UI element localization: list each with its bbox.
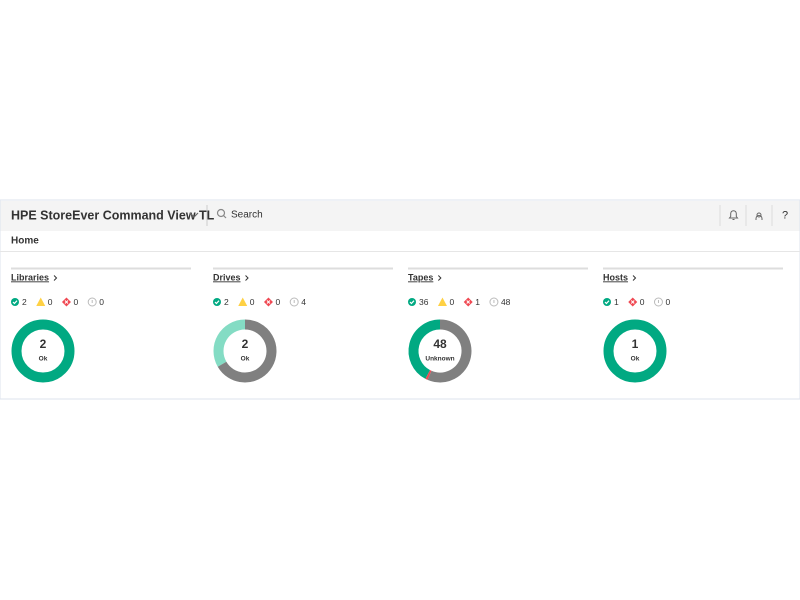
- donut-center-value: 1: [632, 337, 639, 351]
- ok-icon: [214, 300, 220, 305]
- panel-title-link[interactable]: Hosts: [603, 272, 628, 282]
- panel-title-link[interactable]: Drives: [213, 272, 241, 282]
- panel-title-link[interactable]: Tapes: [408, 272, 433, 282]
- warning-icon: [238, 297, 248, 306]
- status-count: 1: [475, 297, 480, 307]
- donut-center-label: Ok: [241, 356, 250, 363]
- panel-chevron: [632, 275, 637, 281]
- status-count: 2: [224, 297, 229, 307]
- warning-icon: [437, 297, 447, 306]
- donut-segment: [213, 319, 246, 367]
- search-icon: [223, 215, 227, 219]
- critical-icon: [466, 300, 471, 304]
- status-count: 0: [665, 297, 670, 307]
- status-count: 2: [22, 297, 27, 307]
- user-button[interactable]: [755, 212, 763, 220]
- donut-segment: [603, 319, 667, 383]
- status-count: 0: [275, 297, 280, 307]
- header-bar: [0, 201, 800, 231]
- status-count: 0: [48, 297, 53, 307]
- ok-icon: [12, 300, 18, 305]
- search-input[interactable]: Search: [231, 210, 263, 221]
- status-count: 0: [99, 297, 104, 307]
- ok-icon: [604, 300, 610, 305]
- critical-icon: [630, 300, 635, 304]
- panel-chevron: [53, 275, 58, 281]
- status-count: 4: [301, 297, 306, 307]
- donut-segment: [408, 319, 441, 379]
- breadcrumb[interactable]: Home: [11, 236, 39, 247]
- status-count: 48: [501, 297, 511, 307]
- panel-chevron: [245, 275, 249, 281]
- donut-segment: [427, 319, 472, 383]
- panel-chevron: [437, 275, 442, 281]
- help-button[interactable]: ?: [782, 209, 788, 221]
- app-frame: [0, 199, 800, 400]
- status-count: 36: [419, 297, 429, 307]
- warning-icon: [36, 297, 46, 306]
- status-count: 0: [449, 297, 454, 307]
- donut-segment: [11, 319, 75, 383]
- notifications-button[interactable]: [728, 210, 739, 220]
- status-count: 0: [640, 297, 645, 307]
- donut-center-label: Ok: [39, 356, 48, 363]
- app-menu-chevron[interactable]: [189, 212, 199, 218]
- donut-center-value: 48: [433, 337, 447, 351]
- donut-center-value: 2: [40, 337, 47, 351]
- status-count: 1: [614, 297, 619, 307]
- donut-segment: [425, 370, 432, 380]
- critical-icon: [64, 300, 69, 304]
- donut-center-value: 2: [242, 337, 249, 351]
- critical-icon: [266, 300, 271, 304]
- ok-icon: [409, 300, 415, 305]
- donut-center-label: Unknown: [425, 356, 454, 363]
- panel-title-link[interactable]: Libraries: [11, 272, 49, 282]
- donut-segment: [217, 319, 277, 383]
- donut-center-label: Ok: [631, 356, 640, 363]
- status-count: 0: [73, 297, 78, 307]
- app-title[interactable]: HPE StoreEver Command View TL: [11, 208, 215, 222]
- search-icon: [216, 208, 226, 218]
- status-count: 0: [250, 297, 255, 307]
